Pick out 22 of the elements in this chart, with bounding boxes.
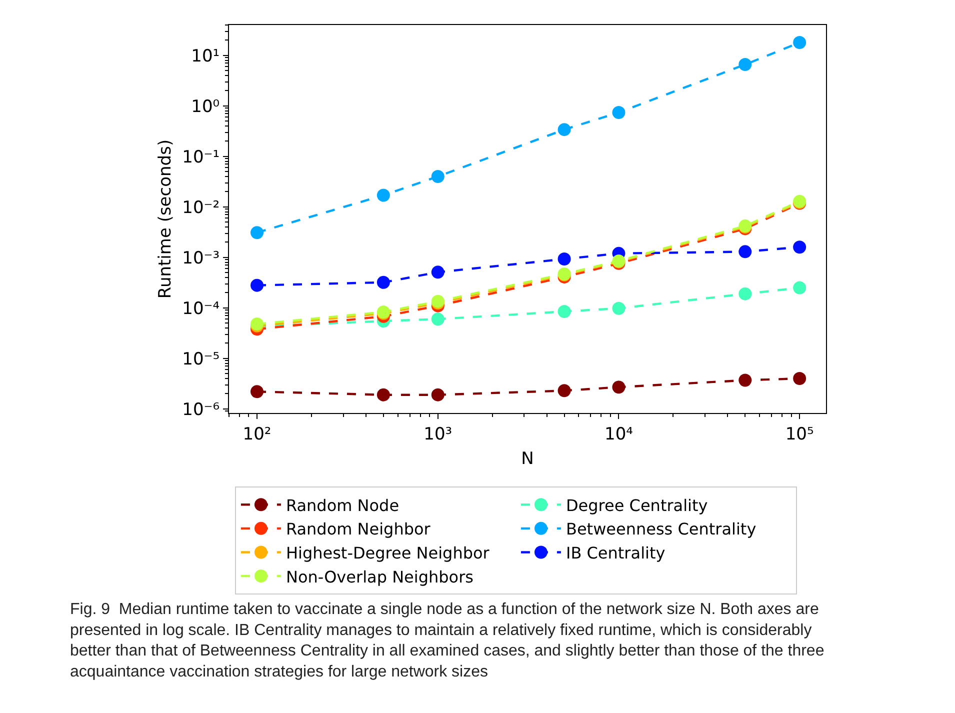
y-tick-label: 10⁻¹ <box>182 147 220 168</box>
legend-label: Non-Overlap Neighbors <box>286 567 474 586</box>
y-tick-label: 10⁻⁴ <box>182 298 220 319</box>
legend-label: IB Centrality <box>566 543 666 562</box>
legend-label: Random Node <box>286 496 400 515</box>
x-axis-title: N <box>521 448 534 469</box>
y-tick-label: 10⁰ <box>191 96 220 117</box>
x-tick-label: 10⁵ <box>785 424 814 444</box>
legend-label: Degree Centrality <box>566 496 708 515</box>
x-tick-label: 10³ <box>424 424 452 444</box>
y-tick-label: 10⁻³ <box>182 248 220 268</box>
caption: Fig. 9 Median runtime taken to vaccinate a single node as a function of the network size N. Both axes are presented in log scale. IB Centrality manages to maintain a relatively fixed runtime, which is considerably better than that of Betweenness Centrality in all examined cases, and slightly better than those of the three acquaintance vaccination strategies for large network sizes <box>70 601 824 680</box>
y-tick-label: 10⁻⁶ <box>182 400 220 420</box>
y-tick-label: 10⁻⁵ <box>182 349 220 370</box>
y-tick-label: 10⁻² <box>182 198 220 218</box>
legend-label: Random Neighbor <box>286 520 431 539</box>
legend-label: Betweenness Centrality <box>566 520 756 539</box>
x-tick-label: 10⁴ <box>604 424 634 444</box>
x-tick-label: 10² <box>242 424 272 444</box>
legend-label: Highest-Degree Neighbor <box>286 543 490 562</box>
y-tick-label: 10¹ <box>191 46 220 66</box>
y-axis-title: Runtime (seconds) <box>156 139 176 299</box>
